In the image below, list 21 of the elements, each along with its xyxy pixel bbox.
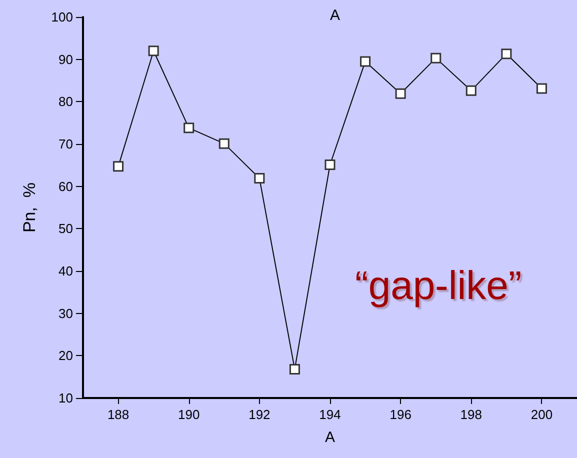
y-tick-label: 100 [51, 10, 73, 24]
y-tick-label: 30 [58, 306, 73, 321]
y-tick-label: 80 [58, 94, 73, 110]
y-tick-label: 40 [58, 264, 73, 278]
y-tick-label: 90 [58, 52, 73, 67]
y-tick-label: 70 [58, 136, 73, 152]
chart-title: A [330, 7, 340, 24]
x-tick-label: 190 [178, 407, 200, 422]
x-axis-title: A [324, 429, 336, 446]
y-axis-title: Pn, % [20, 182, 39, 233]
y-tick-label: 20 [58, 348, 73, 364]
annotation: “gap-like” [355, 264, 522, 308]
x-tick-label: 188 [107, 407, 130, 422]
x-tick-label: 194 [319, 407, 341, 422]
x-tick-label: 192 [248, 407, 270, 422]
y-tick-label: 50 [58, 221, 73, 236]
y-tick-label: 10 [58, 390, 73, 406]
x-tick-label: 198 [460, 407, 482, 422]
x-tick-label: 196 [390, 407, 412, 422]
y-tick-label: 60 [58, 178, 73, 194]
x-tick-label: 200 [530, 407, 553, 422]
